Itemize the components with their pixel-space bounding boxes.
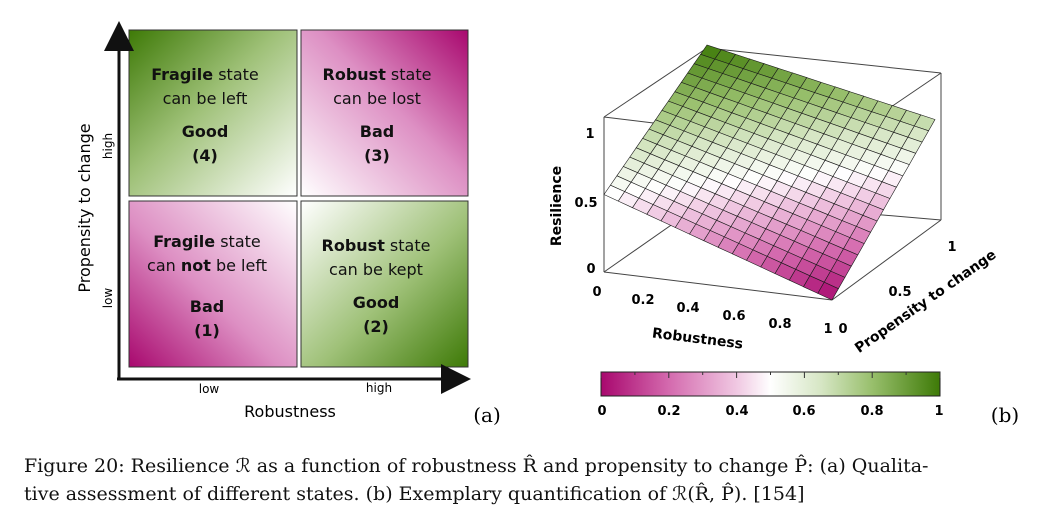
y-axis-label: Propensity to change [852,247,999,357]
y-tick-0: 0 [838,322,847,337]
x-tick-04: 0.4 [676,301,699,316]
q-tl-line2: can be left [163,89,248,108]
a-y-tick-high: high [101,133,115,159]
quadrant-top-left [128,29,298,197]
figure-caption: Figure 20: Resilience ℛ as a function of… [24,452,1034,508]
panel-b: 0 0.5 1 Resilience 0 0.2 0.4 0.6 0.8 1 R… [549,44,1019,427]
box-edge [706,47,942,74]
caption-line-1: Figure 20: Resilience ℛ as a function of… [24,455,929,477]
box-edge [603,47,708,118]
q-tl-rating: Good [182,122,229,141]
cbar-tick-02: 0.2 [657,404,680,419]
y-tick-05: 0.5 [888,285,911,300]
caption-line-2: tive assessment of different states. (b)… [24,483,805,505]
box-edge [603,271,833,301]
a-panel-label: (a) [473,403,501,427]
a-x-axis-label: Robustness [244,402,336,421]
box-edge [831,219,942,301]
cbar-tick-08: 0.8 [860,404,883,419]
x-tick-06: 0.6 [722,309,745,324]
x-tick-1: 1 [823,322,832,337]
q-br-rating: Good [353,293,400,312]
quadrant-bottom-left [128,200,298,368]
q-bl-index: (1) [194,321,220,340]
q-tr-line2: can be lost [333,89,421,108]
panel-a: Fragile state can be left Good (4) Robus… [75,21,501,427]
x-axis-label: Robustness [651,326,744,353]
q-tr-line1: Robust state [323,65,432,84]
x-tick-0: 0 [592,285,601,300]
a-x-tick-high: high [366,381,392,395]
cbar-tick-0: 0 [597,404,606,419]
a-y-axis-label: Propensity to change [75,123,94,292]
surface-cell [817,281,839,301]
z-axis-label: Resilience [549,166,565,246]
q-tl-index: (4) [192,146,218,165]
q-tl-line1: Fragile state [151,65,259,84]
q-br-line2: can be kept [329,260,423,279]
q-bl-rating: Bad [190,297,224,316]
a-x-tick-low: low [199,382,220,396]
x-tick-02: 0.2 [631,293,654,308]
colorbar [600,371,941,397]
cbar-tick-06: 0.6 [792,404,815,419]
colorbar-ticks [600,372,941,378]
x-tick-08: 0.8 [768,317,791,332]
cbar-tick-04: 0.4 [725,404,748,419]
q-tr-index: (3) [364,146,390,165]
y-tick-1: 1 [947,240,956,255]
z-tick-0: 0 [586,262,595,277]
quadrant-bottom-right [300,200,469,368]
quadrant-top-right [300,29,469,197]
q-tr-rating: Bad [360,122,394,141]
a-y-tick-low: low [101,288,115,309]
q-bl-line1: Fragile state [153,232,261,251]
z-tick-1: 1 [585,127,594,142]
b-panel-label: (b) [991,403,1019,427]
q-br-line1: Robust state [322,236,431,255]
resilience-surface [603,44,936,301]
q-br-index: (2) [363,317,389,336]
cbar-tick-1: 1 [934,404,943,419]
z-tick-05: 0.5 [574,196,597,211]
q-bl-line2: can not be left [147,256,267,275]
